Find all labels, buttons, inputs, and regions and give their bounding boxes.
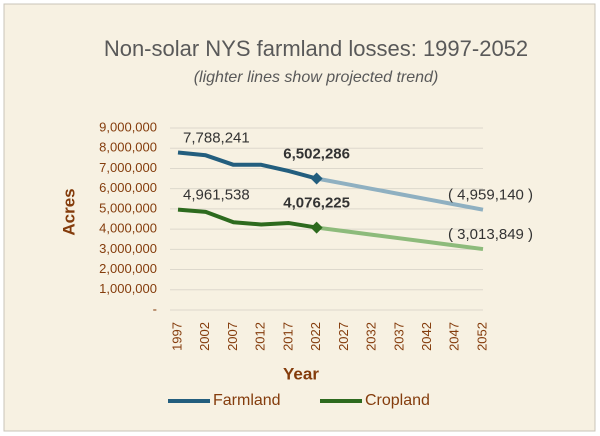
y-tick-label: 3,000,000 bbox=[99, 241, 157, 256]
y-tick-label: 8,000,000 bbox=[99, 140, 157, 155]
x-tick-label: 2017 bbox=[280, 322, 295, 351]
y-tick-label: 9,000,000 bbox=[99, 119, 157, 134]
x-tick-label: 2042 bbox=[419, 322, 434, 351]
x-tick-label: 2052 bbox=[474, 322, 489, 351]
x-axis-title: Year bbox=[283, 364, 319, 383]
y-axis-title: Acres bbox=[59, 188, 78, 235]
x-tick-label: 2012 bbox=[253, 322, 268, 351]
y-tick-label: 7,000,000 bbox=[99, 160, 157, 175]
y-tick-label: 4,000,000 bbox=[99, 221, 157, 236]
legend-label: Cropland bbox=[365, 392, 430, 409]
x-tick-label: 2007 bbox=[225, 322, 240, 351]
y-tick-label: 1,000,000 bbox=[99, 281, 157, 296]
series-line bbox=[316, 225, 484, 252]
series-line bbox=[316, 176, 484, 212]
y-tick-label: - bbox=[153, 301, 157, 316]
x-tick-label: 1997 bbox=[169, 322, 184, 351]
point-marker bbox=[310, 221, 323, 234]
x-tick-label: 2027 bbox=[336, 322, 351, 351]
x-tick-label: 2032 bbox=[364, 322, 379, 351]
x-tick-label: 2022 bbox=[308, 322, 323, 351]
point-marker bbox=[310, 172, 323, 185]
chart-background bbox=[3, 3, 596, 432]
data-label: 4,076,225 bbox=[283, 195, 350, 212]
x-tick-label: 2037 bbox=[391, 322, 406, 351]
y-tick-label: 2,000,000 bbox=[99, 261, 157, 276]
chart-subtitle: (lighter lines show projected trend) bbox=[194, 69, 439, 86]
data-label: 7,788,241 bbox=[183, 129, 250, 146]
y-tick-label: 5,000,000 bbox=[99, 200, 157, 215]
y-tick-label: 6,000,000 bbox=[99, 180, 157, 195]
data-label: 6,502,286 bbox=[283, 145, 350, 162]
data-label: ( 4,959,140 ) bbox=[448, 187, 533, 204]
chart-title: Non-solar NYS farmland losses: 1997-2052 bbox=[104, 36, 528, 61]
data-label: ( 3,013,849 ) bbox=[448, 226, 533, 243]
x-tick-label: 2047 bbox=[447, 322, 462, 351]
series-line bbox=[177, 150, 318, 181]
legend-label: Farmland bbox=[213, 392, 281, 409]
x-tick-label: 2002 bbox=[197, 322, 212, 351]
series-line bbox=[177, 207, 317, 230]
data-label: 4,961,538 bbox=[183, 187, 250, 204]
